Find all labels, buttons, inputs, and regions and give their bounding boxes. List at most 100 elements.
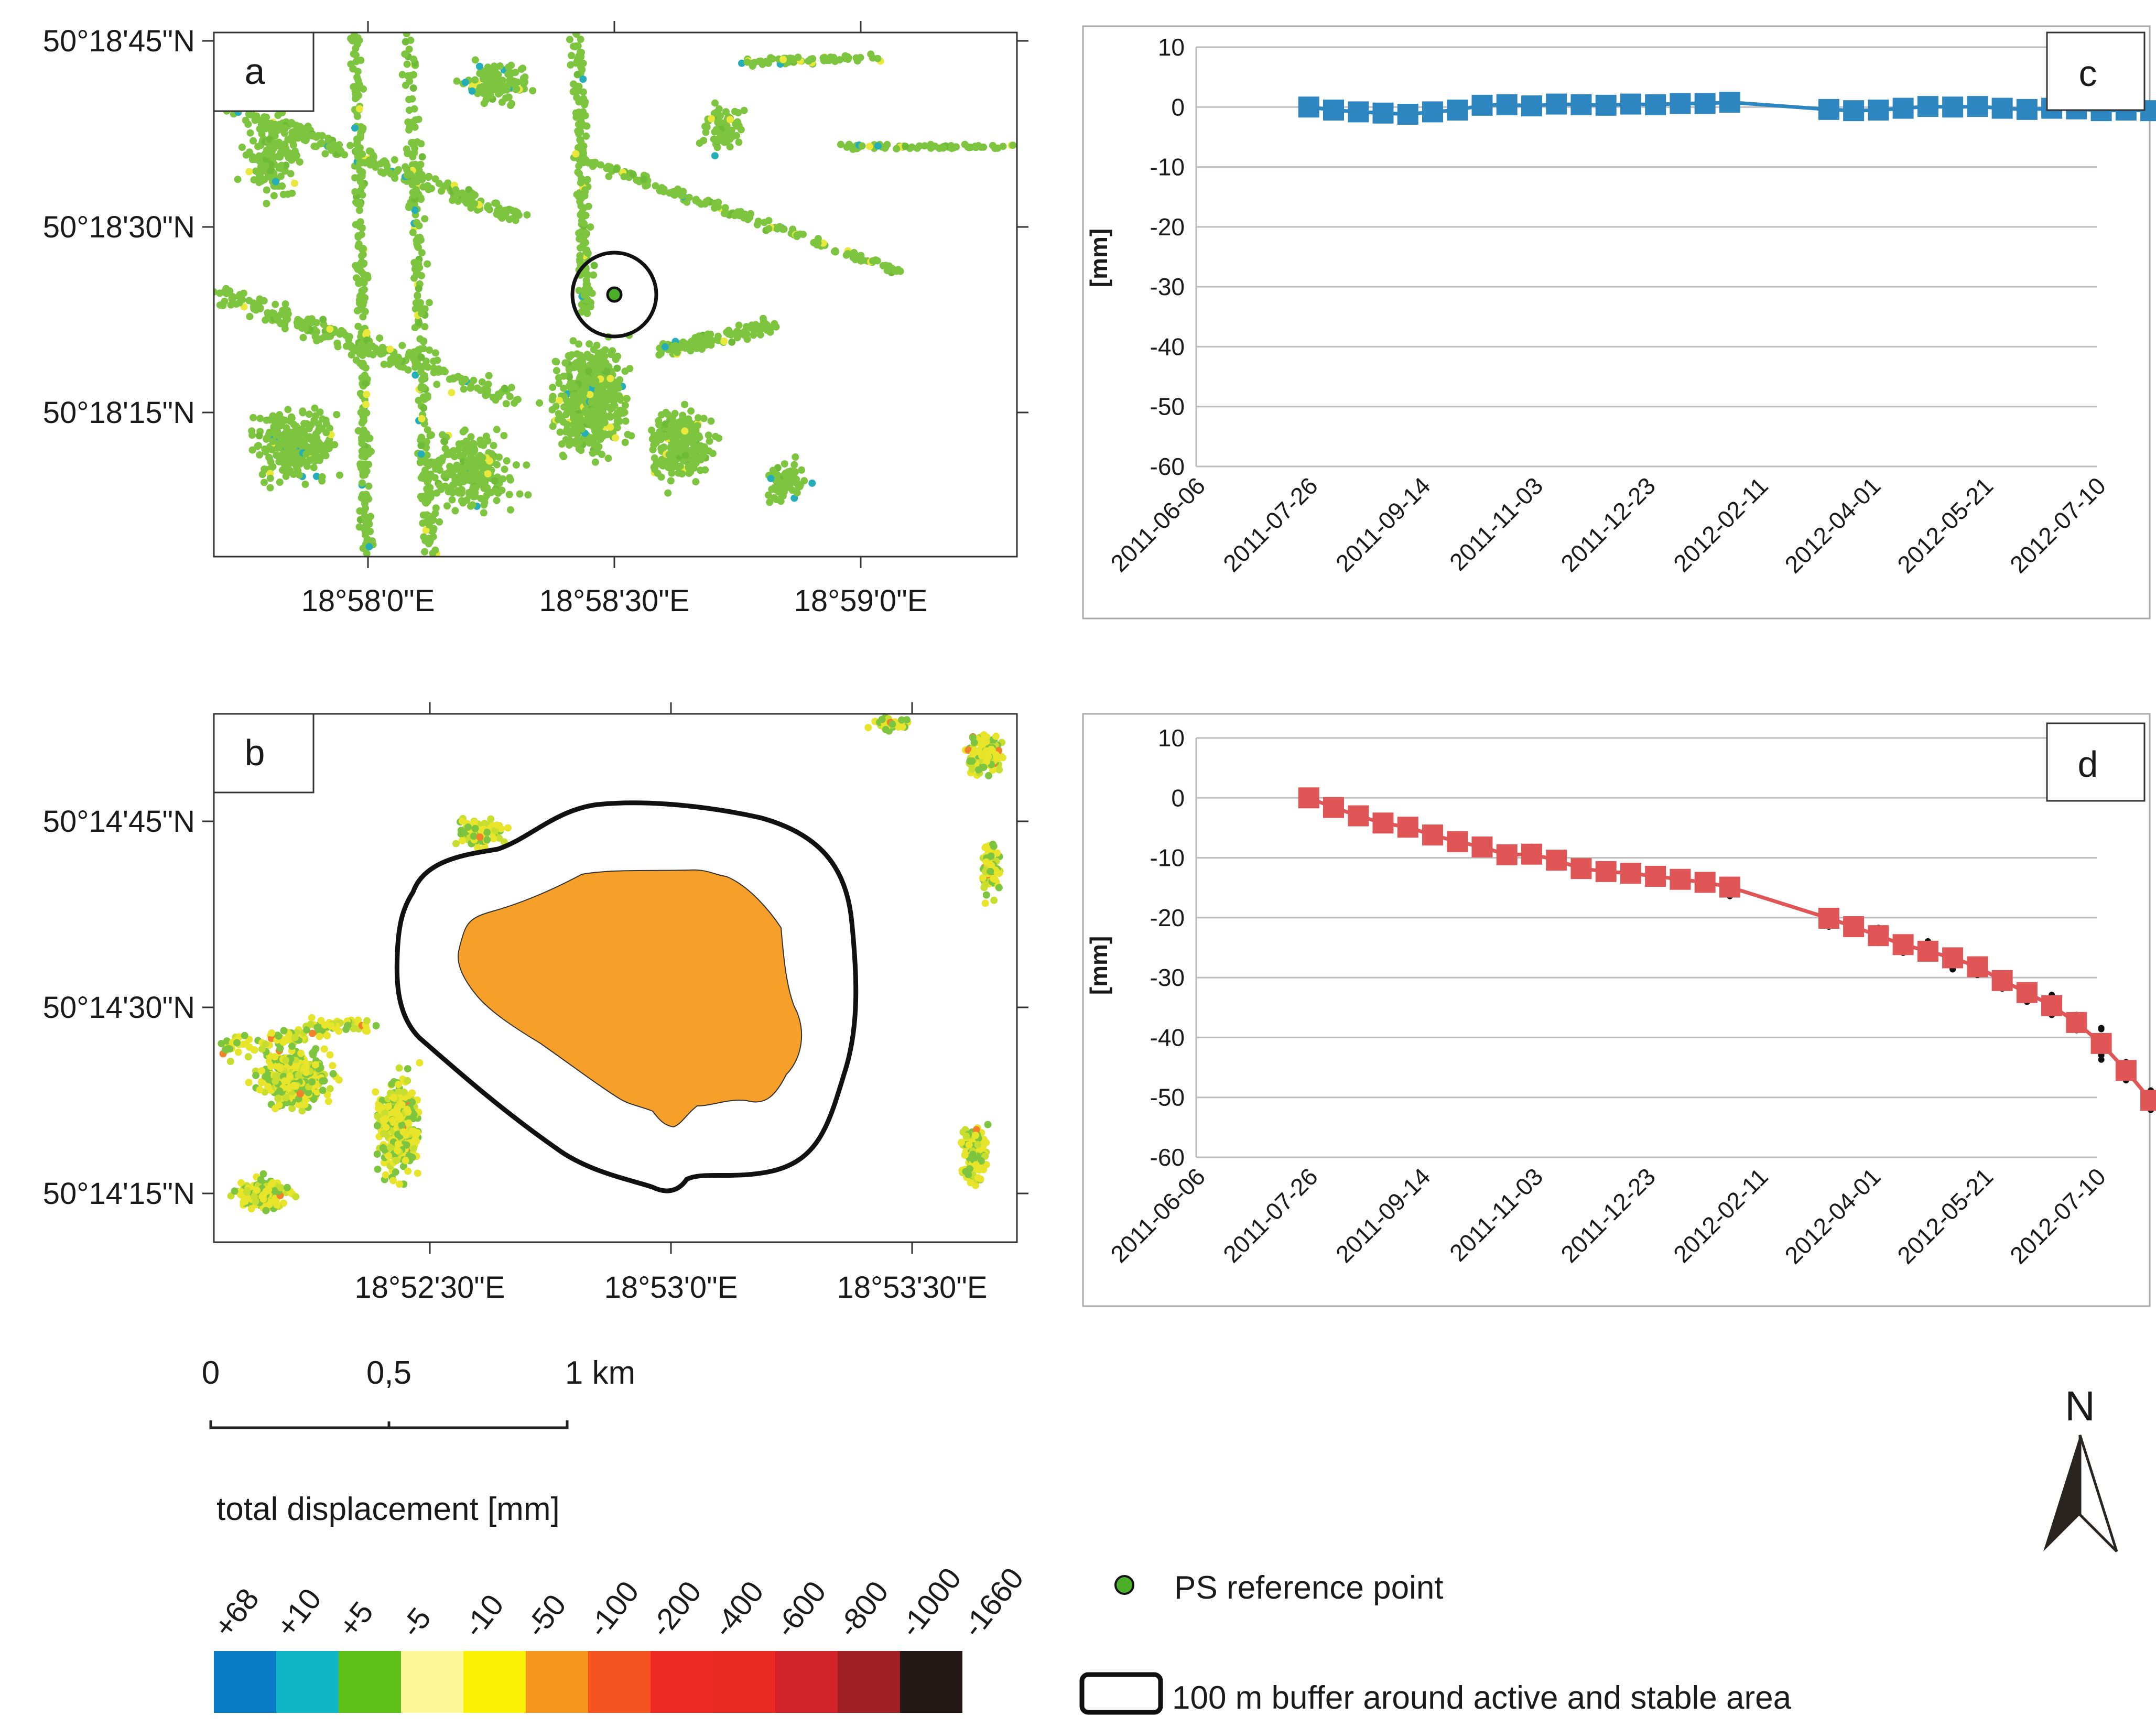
ps-point [552,403,560,410]
ps-point [248,427,256,435]
ps-point [281,437,289,445]
ps-point [492,69,500,77]
ps-point [268,446,276,454]
ps-point [223,290,231,298]
map-b-ps-points [218,714,1006,1214]
ps-point [410,55,417,63]
ps-point [361,379,369,387]
ps-point [769,466,777,474]
ps-point [287,170,295,178]
ps-point [414,301,421,309]
ps-point [536,399,544,407]
ps-point [524,491,532,499]
ps-point [992,751,1000,759]
ps-point [735,138,743,146]
ps-point [446,463,453,470]
ps-point [678,470,686,478]
ps-point [459,428,467,436]
ps-point [405,349,413,356]
ps-point [464,823,472,831]
ps-point [284,406,292,414]
ps-point [413,240,421,248]
ps-point [262,162,269,170]
ps-point [612,166,620,173]
ps-point [322,429,330,437]
ps-point [675,418,683,426]
ps-point [556,428,564,436]
ps-point [516,490,524,498]
ps-point [396,1180,404,1188]
ps-point [741,332,749,340]
ps-point [283,443,291,451]
ps-point [857,252,865,259]
ps-point [409,229,417,236]
buffer-label: 100 m buffer around active and stable ar… [1172,1680,1792,1716]
ps-point [415,259,422,267]
ps-point [284,310,292,318]
ps-point [421,323,429,331]
ps-point [677,191,685,199]
ps-point [765,217,773,224]
ps-point [418,415,426,422]
ps-point [261,176,268,183]
ps-point [583,246,591,254]
ps-point [411,206,419,214]
ps-point [774,477,782,484]
ps-point [341,151,349,159]
ps-point [577,36,584,43]
ps-point [958,1138,965,1146]
ps-point [431,175,439,183]
ps-point [586,340,593,348]
ps-point [256,451,264,459]
ps-point [1009,142,1017,149]
ps-point [874,142,882,150]
ps-point [668,464,676,472]
ps-point [483,836,491,844]
ps-point [569,88,577,95]
ps-reference-legend: PS reference point [1114,1570,1444,1606]
ps-point [358,437,366,444]
ps-point [403,60,411,68]
legend-swatch-11 [900,1651,962,1713]
ps-point [728,338,736,346]
ps-point [784,474,792,482]
ps-point [431,546,439,554]
ps-point [620,173,628,181]
ps-point [577,244,584,252]
ps-point [983,733,991,741]
ps-point [512,209,519,217]
ps-point [428,527,435,535]
ps-point [477,441,485,449]
ps-point [578,425,586,433]
ps-point [369,342,376,350]
ps-point [307,1020,315,1028]
ps-point [360,447,368,455]
ps-point [982,843,990,851]
ps-point [702,128,710,136]
ps-point [992,732,1000,740]
ps-point [640,176,648,183]
ps-point [409,139,417,146]
ps-point [981,899,989,907]
ps-point [377,168,385,176]
ps-point [687,407,695,415]
ps-point [389,1094,397,1102]
ps-point [286,1072,294,1080]
ps-point [292,1062,299,1070]
ps-point [486,457,493,465]
ps-point [427,536,434,544]
ps-point [359,545,367,552]
ps-point [329,1070,337,1078]
ps-point [487,815,495,823]
ps-point [490,442,497,450]
ps-point [688,433,696,441]
ps-point [686,469,694,476]
ps-point [420,393,427,401]
ps-point [555,416,562,423]
ps-point [843,143,851,151]
ps-point [604,454,612,462]
ps-point [418,176,426,183]
ps-point [349,344,356,352]
ps-point [375,1102,383,1110]
ps-point [245,1043,253,1051]
